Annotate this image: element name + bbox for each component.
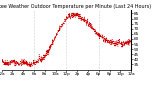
Title: Milwaukee Weather Outdoor Temperature per Minute (Last 24 Hours): Milwaukee Weather Outdoor Temperature pe… [0, 4, 152, 9]
